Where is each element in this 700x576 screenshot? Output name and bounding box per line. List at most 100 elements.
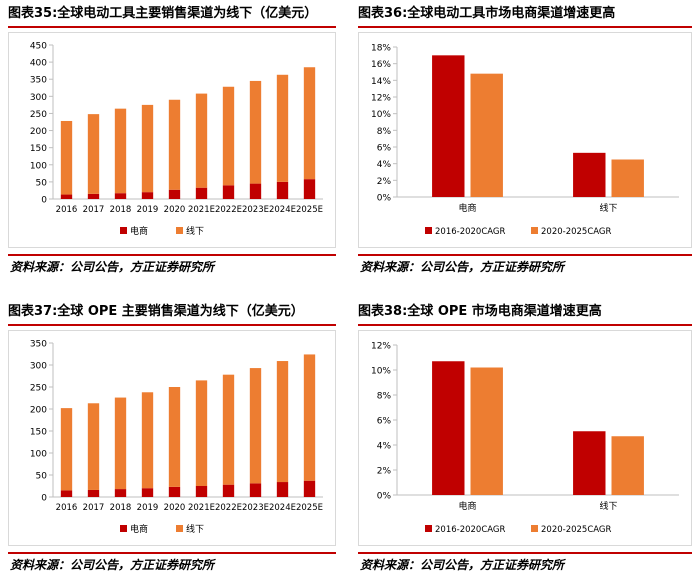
legend-swatch-offline <box>176 525 183 532</box>
bar-online <box>168 189 181 199</box>
x-tick-label: 2025E <box>296 205 323 215</box>
bar-cagr-2016-2020 <box>573 152 606 197</box>
bar-offline <box>195 380 208 486</box>
x-tick-label: 2016 <box>56 205 78 215</box>
bar-cagr-2016-2020 <box>573 431 606 495</box>
bar-online <box>114 489 127 497</box>
y-tick-label: 18% <box>371 44 391 54</box>
panel-ope-growth: 图表38:全球 OPE 市场电商渠道增速更高 0% 2% 4% 6% 8% 10% 12% 电… <box>358 302 692 574</box>
bar-online <box>141 192 154 199</box>
bar-offline <box>114 397 127 490</box>
y-tick-label: 14% <box>371 77 391 87</box>
source-rule <box>8 552 336 554</box>
legend-swatch-online <box>120 525 127 532</box>
panel-power-tools-channels: 图表35:全球电动工具主要销售渠道为线下（亿美元） 0 50 100 150 200 25… <box>8 4 336 274</box>
legend-swatch-2016-2020 <box>425 227 432 234</box>
legend-swatch-2016-2020 <box>425 525 432 532</box>
y-tick-label: 300 <box>30 362 47 372</box>
y-tick-label: 4% <box>377 160 392 170</box>
bar-cagr-2020-2025 <box>470 73 503 197</box>
y-tick-label: 350 <box>30 76 47 86</box>
y-tick-label: 8% <box>377 127 392 137</box>
y-tick-label: 0 <box>41 196 47 206</box>
title-rule <box>358 324 692 326</box>
bar-offline <box>249 80 262 184</box>
y-tick-label: 0% <box>377 492 392 502</box>
x-tick-label: 2020 <box>164 503 186 513</box>
legend-label: 电商 <box>130 523 148 535</box>
chart-svg: 0 50 100 150 200 250 300 350 400 450 2016 2017 2018 2… <box>30 42 323 238</box>
y-tick-label: 4% <box>377 442 392 452</box>
x-tick-label: 2023E <box>242 503 269 513</box>
y-tick-label: 12% <box>371 94 391 104</box>
y-tick-label: 250 <box>30 384 47 394</box>
bar-online <box>195 486 208 497</box>
legend-swatch-2020-2025 <box>531 525 538 532</box>
bar-offline <box>87 403 100 490</box>
bar-online <box>60 490 73 497</box>
x-tick-label: 2019 <box>137 205 159 215</box>
y-tick-label: 400 <box>30 59 47 69</box>
chart-frame: 0% 2% 4% 6% 8% 10% 12% 14% 16% 18% 电商 线下 2016-2020CA… <box>358 32 692 248</box>
y-tick-label: 250 <box>30 110 47 120</box>
bar-online <box>222 484 235 497</box>
legend-label: 2016-2020CAGR <box>435 525 506 535</box>
x-tick-label: 2021E <box>188 205 215 215</box>
legend-swatch-offline <box>176 227 183 234</box>
chart-svg: 0 50 100 150 200 250 300 350 2016 2017 2018 2019 202… <box>30 340 323 536</box>
bar-offline <box>114 108 127 194</box>
y-tick-label: 6% <box>377 417 392 427</box>
bar-offline <box>249 368 262 484</box>
source-note: 资料来源：公司公告，方正证券研究所 <box>10 558 215 572</box>
y-tick-label: 10% <box>371 110 391 120</box>
bar-offline <box>303 67 316 180</box>
chart-svg: 0% 2% 4% 6% 8% 10% 12% 电商 线下 2016-2020CAGR 2020-20… <box>371 342 679 535</box>
y-tick-label: 2% <box>377 177 392 187</box>
x-tick-label: 2018 <box>110 503 132 513</box>
legend-label: 2016-2020CAGR <box>435 227 506 237</box>
y-tick-label: 0% <box>377 194 392 204</box>
x-tick-label: 2018 <box>110 205 132 215</box>
panel-power-tools-growth: 图表36:全球电动工具市场电商渠道增速更高 0% 2% 4% 6% 8% 10% 12% 14… <box>358 4 692 274</box>
x-tick-label: 2017 <box>83 503 105 513</box>
bar-cagr-2020-2025 <box>611 159 644 197</box>
legend-label: 线下 <box>186 523 204 535</box>
x-tick-label: 线下 <box>599 202 617 214</box>
bar-cagr-2016-2020 <box>432 361 465 495</box>
y-tick-label: 16% <box>371 60 391 70</box>
x-tick-label: 2025E <box>296 503 323 513</box>
bar-offline <box>303 354 316 481</box>
x-tick-label: 线下 <box>599 500 617 512</box>
bar-offline <box>168 387 181 487</box>
y-tick-label: 200 <box>30 406 47 416</box>
y-tick-label: 6% <box>377 144 392 154</box>
bar-online <box>87 193 100 199</box>
legend-swatch-2020-2025 <box>531 227 538 234</box>
bar-online <box>276 181 289 199</box>
bar-online <box>141 488 154 497</box>
bar-online <box>276 482 289 497</box>
y-tick-label: 50 <box>36 178 48 188</box>
y-tick-label: 2% <box>377 467 392 477</box>
bar-online <box>303 480 316 497</box>
x-tick-label: 2016 <box>56 503 78 513</box>
bar-online <box>195 187 208 199</box>
y-tick-label: 12% <box>371 342 391 352</box>
legend-label: 电商 <box>130 225 148 237</box>
source-note: 资料来源：公司公告，方正证券研究所 <box>360 260 565 274</box>
legend-label: 2020-2025CAGR <box>541 227 612 237</box>
bar-offline <box>141 104 154 193</box>
chart-frame: 0 50 100 150 200 250 300 350 2016 2017 2018 2019 202… <box>8 330 336 546</box>
bar-offline <box>222 86 235 186</box>
x-tick-label: 2019 <box>137 503 159 513</box>
y-tick-label: 350 <box>30 340 47 350</box>
bar-online <box>114 193 127 199</box>
y-tick-label: 100 <box>30 450 47 460</box>
source-rule <box>358 552 692 554</box>
chart-title: 图表37:全球 OPE 主要销售渠道为线下（亿美元） <box>8 304 304 319</box>
bar-cagr-2020-2025 <box>611 436 644 495</box>
y-tick-label: 300 <box>30 93 47 103</box>
y-tick-label: 150 <box>30 144 47 154</box>
bar-cagr-2020-2025 <box>470 367 503 495</box>
y-tick-label: 50 <box>36 472 48 482</box>
